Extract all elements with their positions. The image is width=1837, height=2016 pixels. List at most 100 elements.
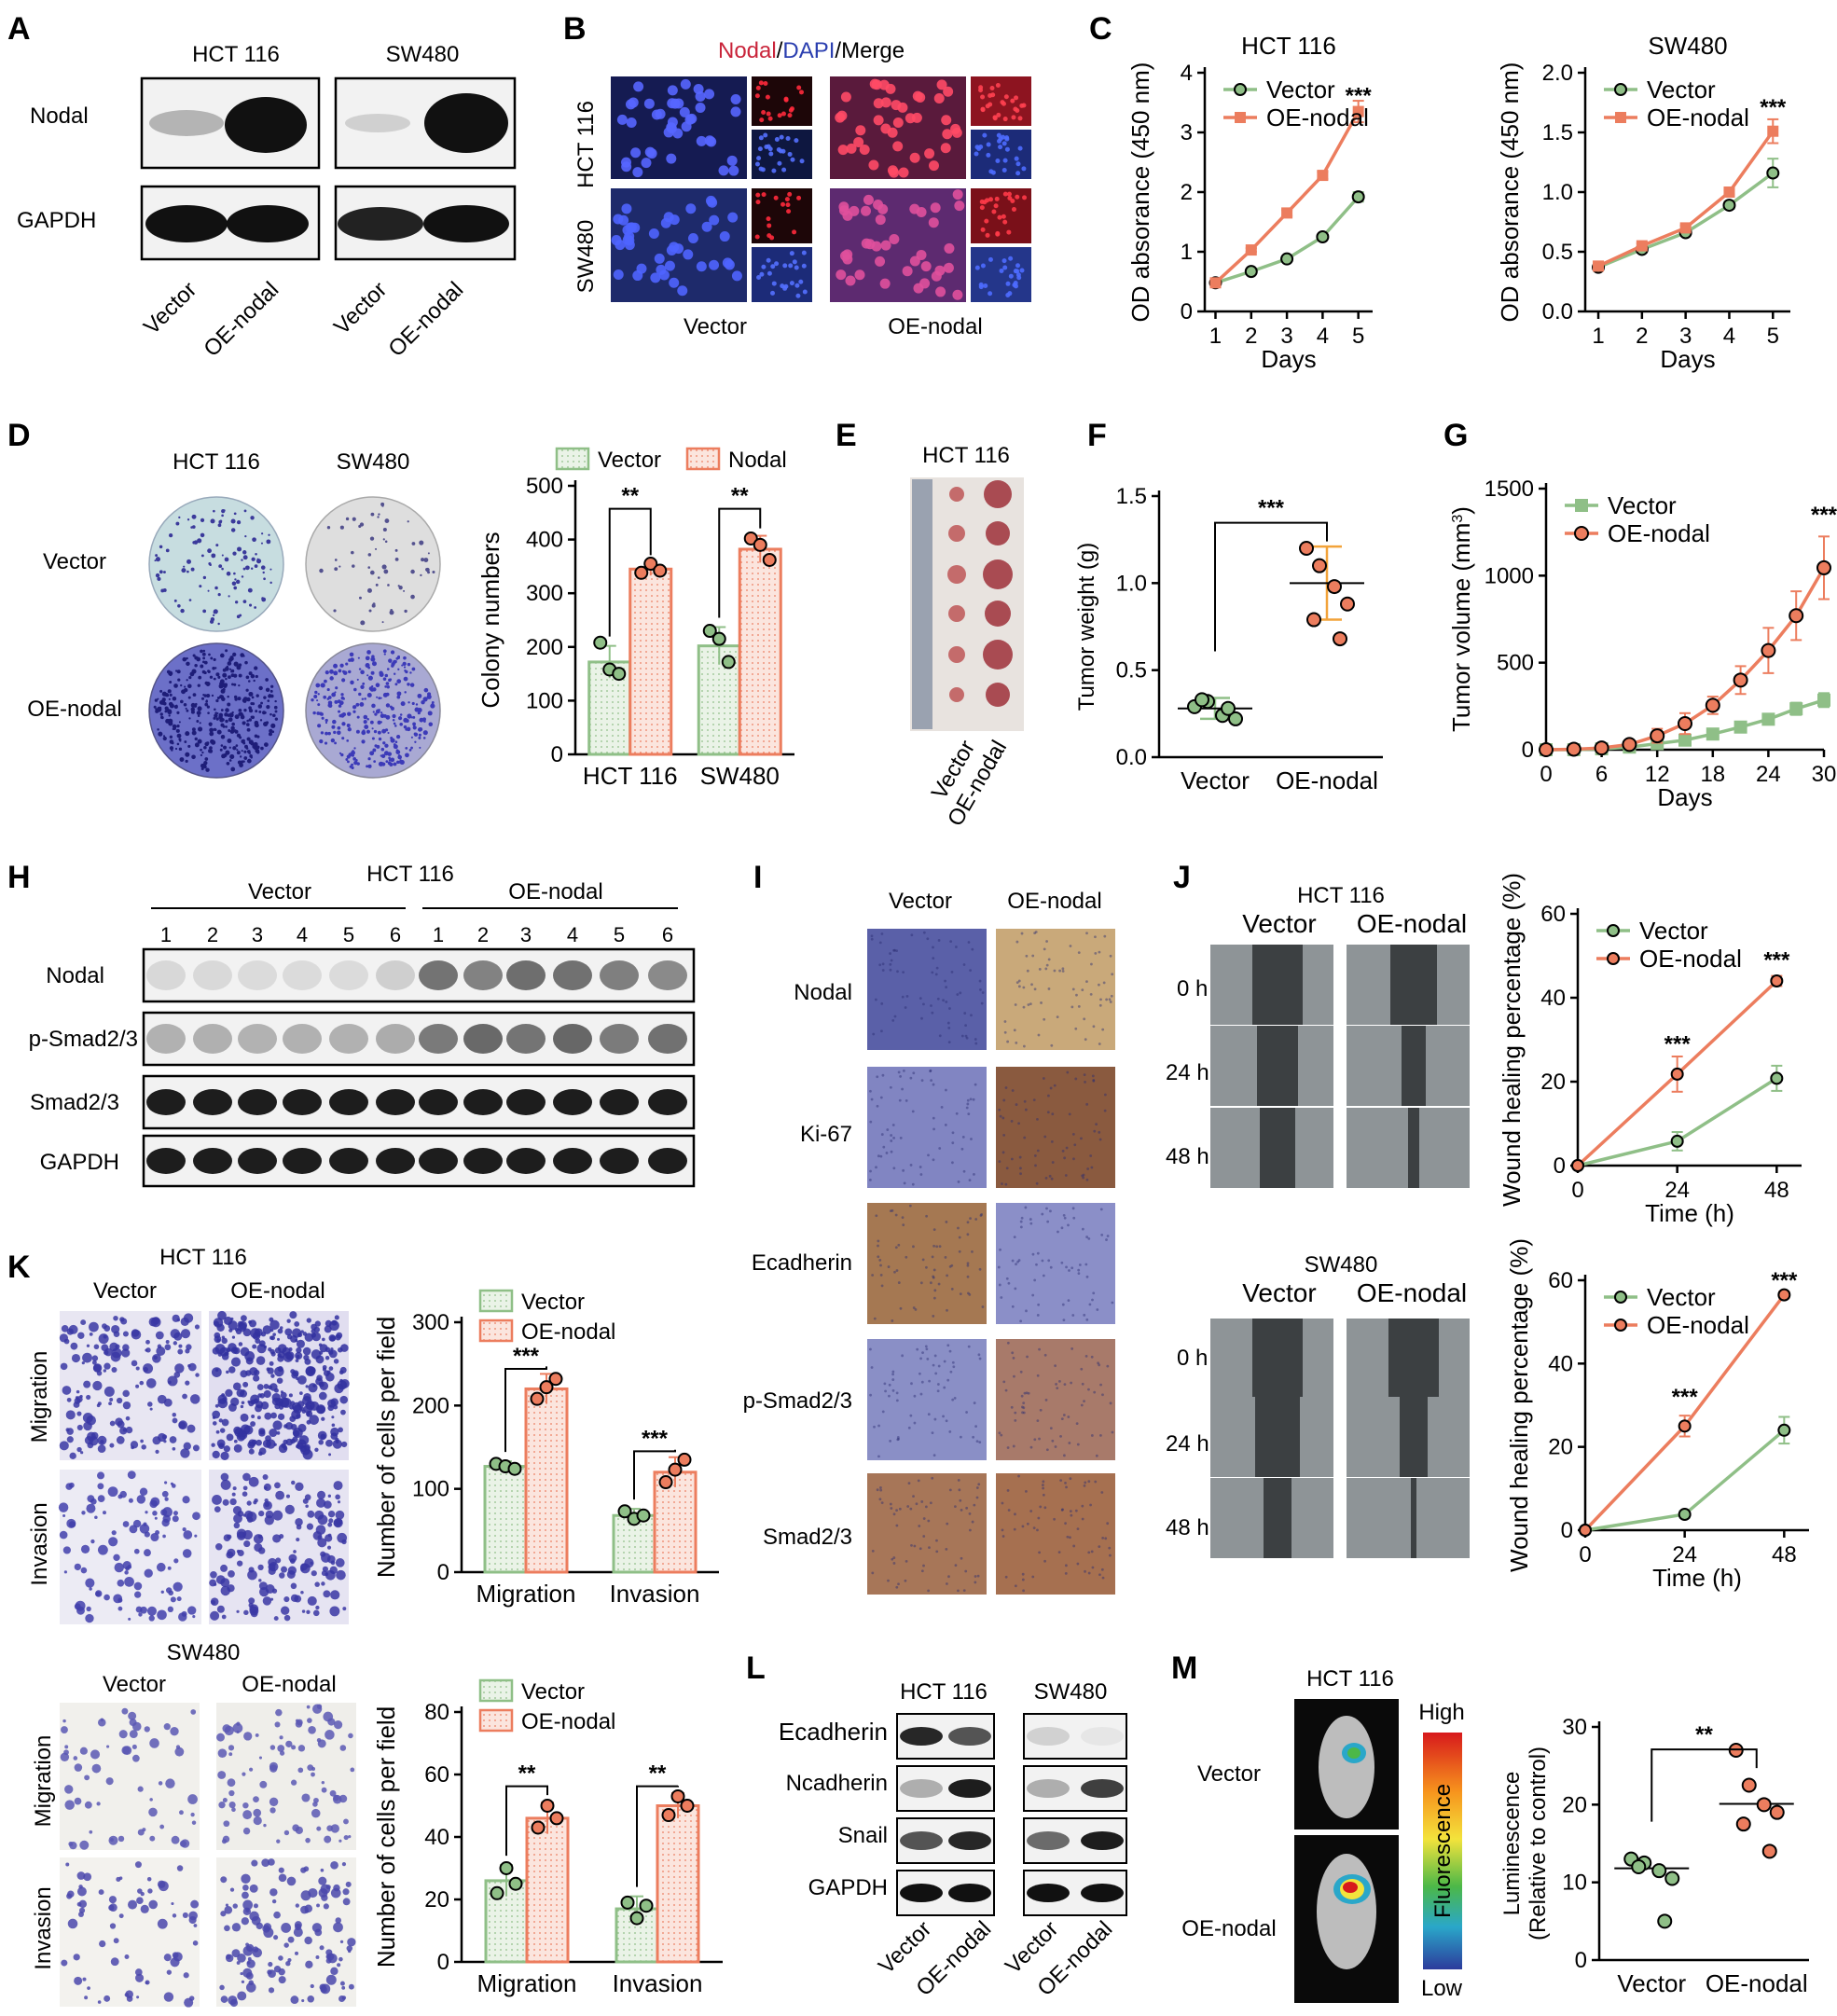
y-axis-label: OD absorance (450 nm) — [1496, 62, 1524, 323]
nucleus — [980, 1001, 984, 1005]
cell — [180, 1329, 191, 1339]
colony — [394, 683, 398, 686]
data-point — [549, 1811, 564, 1826]
colony — [329, 676, 334, 681]
significance-label: ** — [518, 1761, 536, 1787]
cell — [268, 1969, 276, 1979]
col-label: Vector — [93, 1278, 157, 1304]
nucleus — [889, 968, 892, 972]
colony — [263, 696, 267, 699]
colony — [330, 738, 336, 743]
cell-dot — [986, 152, 991, 158]
cell — [335, 1510, 345, 1520]
colony — [377, 730, 381, 735]
nucleus — [892, 1512, 896, 1516]
cell — [278, 1976, 286, 1984]
cell — [86, 1503, 96, 1513]
mouse — [1319, 1716, 1374, 1818]
cell — [307, 1510, 315, 1518]
cell — [343, 1834, 349, 1841]
colony — [415, 703, 419, 706]
cell — [147, 1888, 153, 1894]
nucleus — [954, 1564, 958, 1567]
nucleus — [876, 1075, 879, 1079]
nucleus — [927, 1153, 930, 1157]
cell — [170, 1596, 176, 1603]
scale-label: High — [1418, 1700, 1464, 1725]
colony — [427, 552, 430, 555]
nucleus — [998, 1108, 1001, 1112]
colony — [213, 657, 216, 662]
nucleus — [1070, 1266, 1074, 1270]
cell — [240, 1413, 249, 1422]
data-point — [507, 1461, 522, 1476]
cell — [248, 1602, 254, 1609]
cell — [171, 1835, 180, 1844]
significance-label: *** — [1771, 1268, 1798, 1293]
row-label: Vector — [43, 549, 106, 574]
cell — [86, 1344, 90, 1347]
nucleus — [1063, 1383, 1067, 1387]
nucleus — [1040, 1001, 1043, 1004]
colony — [378, 697, 381, 700]
colony — [225, 719, 228, 724]
colony — [179, 757, 185, 762]
col-label: OE-nodal — [1357, 909, 1467, 938]
colony — [227, 695, 229, 698]
cell — [307, 1718, 312, 1723]
significance-bracket — [636, 1785, 679, 1887]
cell — [252, 1344, 257, 1349]
nucleus — [1090, 962, 1093, 966]
cell-dot — [621, 161, 632, 173]
y-tick-label: 40 — [1540, 986, 1566, 1011]
colony — [362, 682, 366, 685]
nucleus — [893, 1270, 896, 1274]
data-point — [540, 1799, 555, 1813]
nucleus — [1033, 1438, 1037, 1442]
colony — [403, 725, 407, 729]
cell-dot — [980, 227, 986, 232]
colony — [207, 589, 210, 592]
nucleus — [1024, 1108, 1028, 1112]
nucleus — [937, 1282, 941, 1286]
y-tick-label: 60 — [1540, 902, 1566, 927]
cell — [264, 1412, 272, 1420]
y-axis-label: Number of cells per field — [372, 1317, 400, 1578]
cell — [183, 1972, 189, 1979]
colony — [419, 540, 424, 545]
colony — [221, 753, 227, 759]
colony — [175, 728, 180, 733]
nucleus — [891, 1557, 894, 1561]
cell — [129, 1719, 137, 1727]
cell — [249, 1767, 254, 1772]
x-tick-label: 48 — [1772, 1542, 1797, 1567]
cell — [348, 1733, 353, 1739]
cell-dot — [641, 158, 652, 169]
nucleus — [922, 931, 926, 934]
colony — [255, 674, 258, 679]
nucleus — [1106, 1522, 1110, 1526]
nucleus — [1038, 1437, 1041, 1441]
colony — [214, 586, 218, 590]
colony — [159, 689, 163, 693]
colony — [351, 763, 354, 766]
nucleus — [1047, 987, 1051, 990]
nucleus — [896, 970, 899, 973]
nucleus — [1061, 1149, 1065, 1153]
colony — [197, 739, 202, 744]
colony — [248, 706, 252, 711]
y-tick-label: 0 — [1554, 1153, 1566, 1179]
colony — [386, 685, 390, 689]
nucleus — [892, 1137, 896, 1139]
ruler — [912, 479, 932, 729]
cell-dot — [1021, 166, 1027, 172]
x-tick-label: 24 — [1664, 1178, 1690, 1203]
nucleus — [1068, 1442, 1071, 1444]
cell — [78, 1885, 83, 1889]
nucleus — [901, 1087, 904, 1091]
nucleus — [970, 1138, 973, 1140]
nucleus — [1035, 1181, 1039, 1185]
cell — [223, 1534, 231, 1542]
colony — [178, 721, 181, 724]
cell-dot — [909, 255, 920, 267]
